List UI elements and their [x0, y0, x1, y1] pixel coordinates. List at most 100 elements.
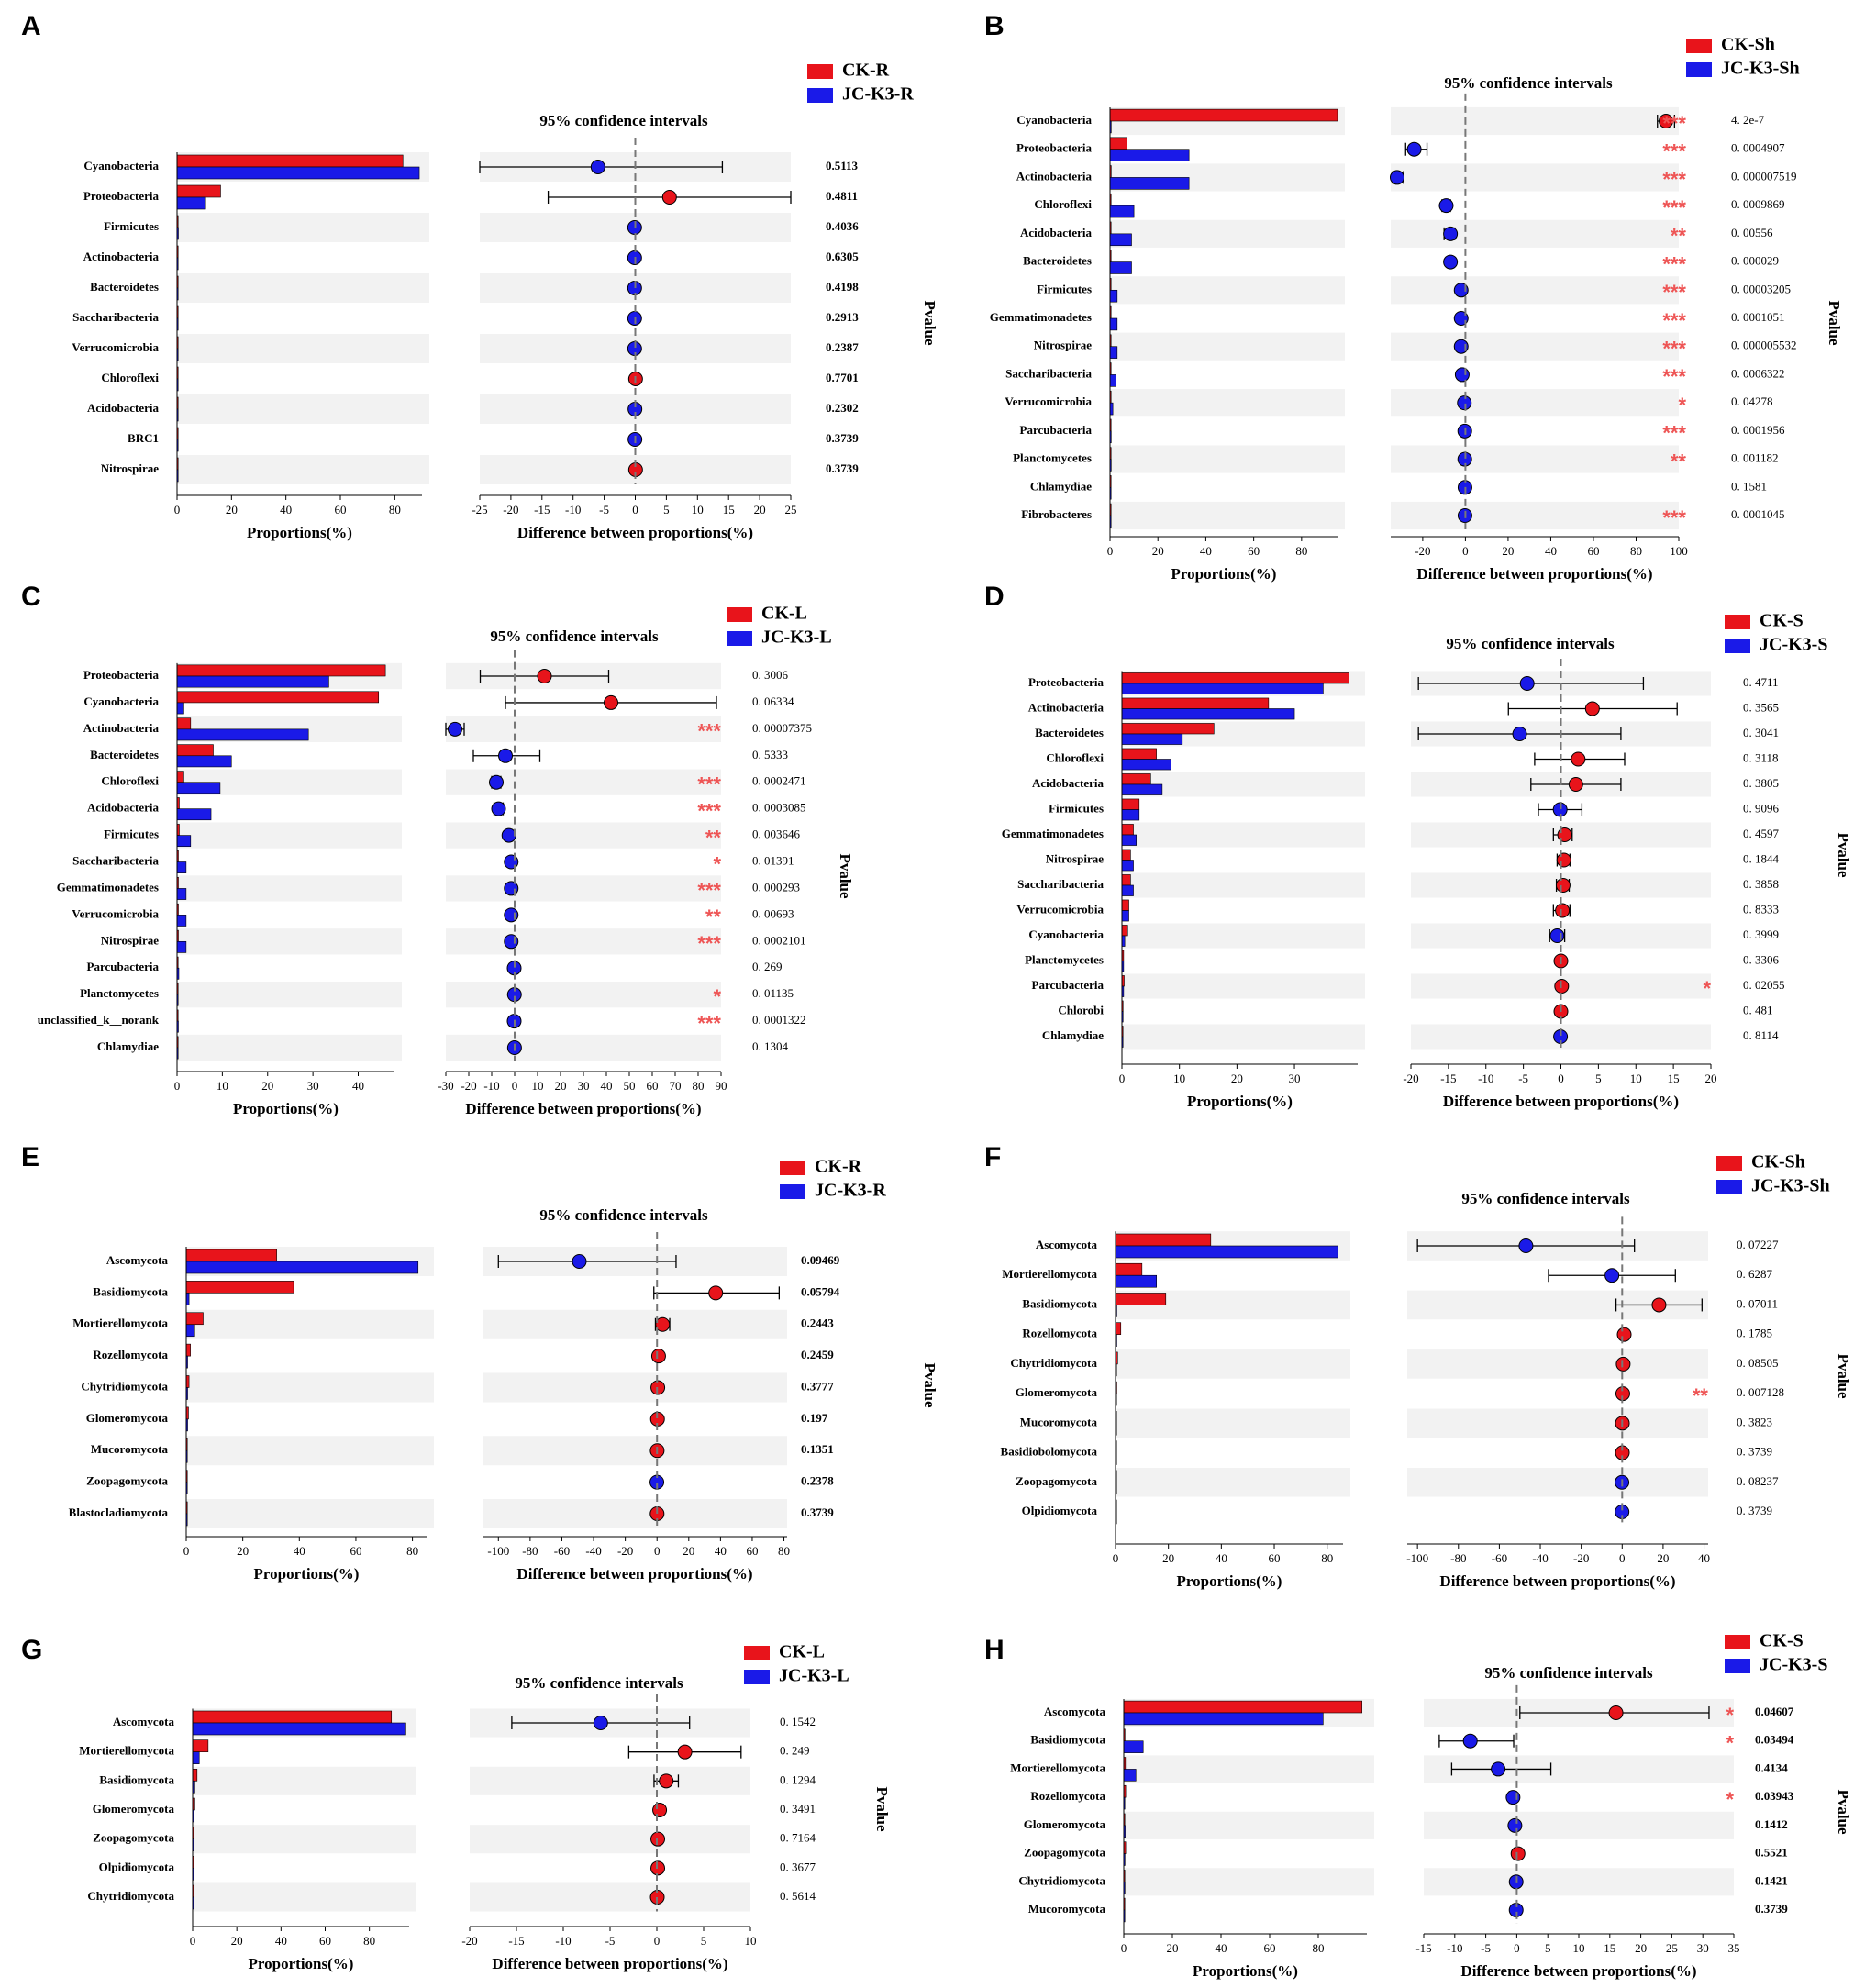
row-stripe — [186, 1309, 434, 1339]
legend-swatch — [1716, 1156, 1742, 1171]
ci-title: 95% confidence intervals — [539, 112, 708, 129]
p-value: 0.3739 — [826, 461, 859, 475]
p-value: 0. 1542 — [780, 1715, 816, 1728]
significance-stars: *** — [1662, 338, 1686, 361]
bar-series2 — [176, 808, 212, 821]
bar-series2 — [185, 1324, 195, 1338]
bar-series1 — [185, 1249, 277, 1262]
ci-row-stripe — [470, 1766, 750, 1795]
diff-point — [708, 1285, 724, 1301]
legend-label: JC-K3-R — [815, 1181, 886, 1201]
category-label: Acidobacteria — [1020, 226, 1092, 239]
bar-tick-label: 0 — [183, 1544, 190, 1558]
category-label: Proteobacteria — [83, 189, 160, 203]
p-value: 0. 3565 — [1743, 700, 1779, 714]
diff-x-label: Difference between proportions(%) — [1460, 1962, 1696, 1980]
bar-tick-label: 0 — [1121, 1941, 1127, 1955]
row-stripe — [186, 1436, 434, 1466]
bar-series2 — [1109, 261, 1132, 274]
ci-row-stripe — [1424, 1811, 1734, 1839]
panel-a: A CK-R JC-K3-R 95% confidence intervals Cyan… — [21, 11, 938, 541]
bar-series2 — [1109, 177, 1190, 190]
panel-letter: D — [984, 582, 1005, 612]
diff-tick-label: -20 — [1403, 1072, 1418, 1085]
bar-tick-label: 80 — [363, 1934, 375, 1948]
p-value: 0. 0002471 — [752, 774, 806, 788]
ci-title: 95% confidence intervals — [1461, 1190, 1630, 1207]
bar-tick-label: 60 — [350, 1544, 361, 1558]
category-label: Basidiomycota — [1030, 1733, 1105, 1747]
ci-row-stripe — [446, 875, 721, 902]
category-label: Cyanobacteria — [1016, 113, 1092, 127]
diff-tick-label: -100 — [487, 1544, 509, 1558]
bar-series2 — [176, 755, 232, 768]
diff-x-label: Difference between proportions(%) — [517, 524, 753, 541]
legend-swatch — [744, 1646, 770, 1660]
significance-stars: *** — [697, 1012, 721, 1035]
p-value: 0.5113 — [826, 159, 859, 172]
category-label: Firmicutes — [104, 219, 159, 233]
category-label: Actinobacteria — [83, 721, 160, 735]
p-value: 0. 0009869 — [1731, 197, 1785, 211]
p-value: 0. 3677 — [780, 1860, 816, 1873]
diff-tick-label: 40 — [715, 1544, 727, 1558]
p-value: 0. 4711 — [1743, 675, 1779, 689]
diff-tick-label: 10 — [532, 1079, 544, 1093]
diff-tick-label: 5 — [1545, 1941, 1551, 1955]
panel-b: B CK-Sh JC-K3-Sh 95% confidence intervals Cy… — [984, 11, 1843, 583]
diff-tick-label: -10 — [555, 1934, 571, 1948]
category-label: Nitrospirae — [101, 933, 160, 947]
row-stripe — [177, 822, 402, 849]
diff-tick-label: 20 — [1657, 1551, 1669, 1565]
significance-stars: *** — [697, 879, 721, 902]
p-value: 4. 2e-7 — [1731, 113, 1765, 127]
ci-row-stripe — [470, 1825, 750, 1854]
diff-tick-label: 10 — [1573, 1941, 1585, 1955]
p-value: 0. 01391 — [752, 853, 794, 867]
p-value: 0. 1581 — [1731, 479, 1767, 493]
bar-series1 — [1121, 849, 1131, 861]
p-value: 0.05794 — [801, 1284, 840, 1298]
p-value: 0. 00007375 — [752, 721, 812, 735]
category-label: Ascomycota — [1036, 1238, 1098, 1251]
row-stripe — [1110, 332, 1345, 361]
panel-g: G CK-L JC-K3-L 95% confidence intervals Asco… — [21, 1635, 891, 1972]
row-stripe — [193, 1882, 416, 1912]
category-label: Ascomycota — [106, 1253, 169, 1267]
p-value: 0. 4597 — [1743, 827, 1780, 840]
category-label: Ascomycota — [1044, 1705, 1106, 1718]
bar-series2 — [176, 861, 187, 873]
legend-swatch — [744, 1670, 770, 1684]
diff-tick-label: 20 — [1635, 1941, 1647, 1955]
p-value: 0.197 — [801, 1411, 828, 1425]
diff-tick-label: -25 — [472, 503, 487, 516]
category-label: Cyanobacteria — [83, 159, 159, 172]
p-value: 0. 04278 — [1731, 394, 1773, 408]
row-stripe — [1110, 219, 1345, 248]
diff-point — [1557, 827, 1572, 842]
row-stripe — [1124, 1868, 1374, 1896]
row-stripe — [1110, 445, 1345, 473]
significance-stars: *** — [697, 773, 721, 796]
category-label: Nitrospirae — [1046, 851, 1105, 865]
bar-series1 — [1121, 773, 1151, 785]
bar-tick-label: 80 — [1295, 544, 1307, 558]
diff-point — [661, 190, 677, 205]
panel-d: D CK-S JC-K3-S 95% confidence intervals Prot… — [984, 582, 1852, 1110]
diff-point — [1491, 1761, 1506, 1777]
bar-tick-label: 40 — [294, 1544, 305, 1558]
p-value: 0. 1785 — [1737, 1327, 1772, 1340]
ci-title: 95% confidence intervals — [490, 627, 659, 645]
p-value: 0.5521 — [1755, 1846, 1788, 1860]
p-value: 0. 01135 — [752, 986, 794, 1000]
category-label: Rozellomycota — [1030, 1789, 1105, 1803]
diff-point — [1507, 1817, 1523, 1833]
diff-tick-label: 35 — [1728, 1941, 1740, 1955]
diff-tick-label: -10 — [1447, 1941, 1462, 1955]
significance-stars: *** — [1662, 422, 1686, 445]
category-label: Gemmatimonadetes — [57, 880, 159, 894]
diff-point — [1505, 1790, 1521, 1805]
bar-series2 — [1121, 809, 1140, 821]
category-label: Gemmatimonadetes — [990, 310, 1092, 324]
significance-stars: *** — [1662, 196, 1686, 219]
